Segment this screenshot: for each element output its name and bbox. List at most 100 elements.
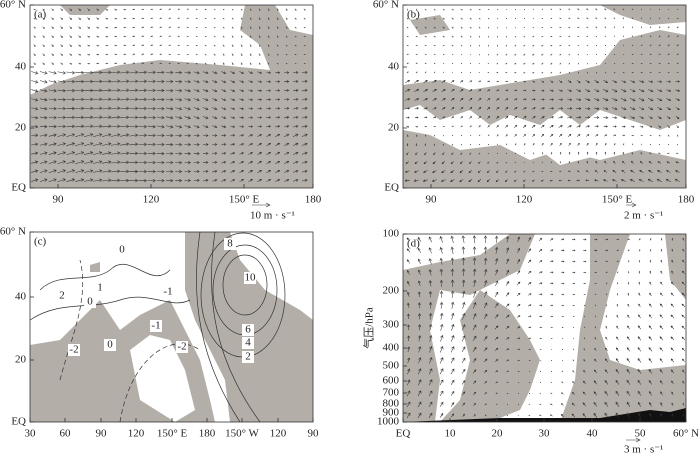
- wind-vector: [42, 26, 45, 29]
- wind-vector: [301, 115, 308, 119]
- wind-vector: [284, 133, 290, 137]
- wind-vector: [222, 35, 225, 38]
- wind-vector: [561, 326, 564, 328]
- wind-vector: [212, 143, 218, 146]
- wind-vector: [487, 134, 490, 137]
- wind-vector: [659, 336, 664, 341]
- wind-vector: [631, 44, 634, 47]
- wind-vector: [184, 151, 191, 156]
- wind-vector: [622, 8, 625, 11]
- wind-vector: [129, 124, 139, 129]
- wind-vector: [523, 170, 526, 173]
- wind-vector: [496, 72, 499, 74]
- wind-vector: [450, 368, 455, 375]
- wind-vector: [604, 369, 609, 374]
- wind-vector: [114, 17, 118, 20]
- wind-vector: [659, 9, 660, 10]
- wind-vector: [523, 62, 526, 65]
- wind-vector: [648, 80, 654, 83]
- wind-vector: [156, 178, 165, 183]
- wind-vector: [275, 133, 281, 137]
- wind-vector: [248, 107, 254, 110]
- wind-vector: [621, 169, 626, 173]
- wind-vector: [505, 236, 510, 243]
- wind-vector: [523, 143, 526, 146]
- wind-vector: [514, 134, 517, 137]
- wind-vector: [168, 26, 171, 29]
- scale-arrow: [626, 437, 641, 443]
- wind-vector: [505, 124, 508, 128]
- wind-vector: [627, 260, 630, 263]
- wind-vector: [659, 303, 663, 308]
- wind-vector: [559, 26, 562, 29]
- wind-vector: [659, 325, 664, 330]
- wind-vector: [150, 8, 153, 11]
- wind-vector: [496, 80, 500, 83]
- wind-vector: [423, 88, 428, 92]
- wind-vector: [550, 170, 553, 173]
- wind-vector: [630, 160, 634, 164]
- wind-vector: [549, 116, 554, 119]
- wind-vector: [478, 26, 481, 29]
- wind-vector: [406, 125, 410, 128]
- wind-vector: [539, 326, 543, 329]
- wind-vector: [626, 369, 631, 374]
- wind-vector: [433, 53, 436, 56]
- wind-vector: [418, 335, 422, 342]
- wind-vector: [292, 88, 299, 92]
- wind-vector: [667, 53, 670, 56]
- wind-vector: [105, 35, 109, 38]
- wind-vector: [522, 107, 527, 110]
- wind-vector: [472, 324, 477, 331]
- wind-vector: [659, 144, 660, 145]
- wind-vector: [231, 53, 234, 56]
- wind-vector: [568, 142, 571, 146]
- wind-vector: [483, 246, 488, 255]
- wind-vector: [469, 17, 472, 20]
- wind-vector: [605, 315, 608, 318]
- wind-vector: [658, 26, 661, 29]
- wind-vector: [484, 279, 488, 287]
- wind-vector: [515, 18, 516, 19]
- wind-vector: [638, 238, 641, 241]
- wind-vector: [671, 391, 674, 396]
- wind-vector: [572, 271, 576, 274]
- wind-vector: [202, 107, 209, 111]
- wind-vector: [631, 8, 634, 11]
- wind-vector: [221, 143, 227, 146]
- wind-vector: [284, 71, 290, 74]
- wind-vector: [486, 179, 491, 183]
- wind-vector: [505, 35, 507, 38]
- wind-vector: [671, 402, 674, 407]
- wind-vector: [506, 348, 510, 351]
- wind-vector: [528, 359, 531, 362]
- wind-vector: [660, 248, 663, 252]
- wind-vector: [506, 18, 507, 19]
- wind-vector: [175, 97, 183, 102]
- wind-vector: [406, 412, 411, 419]
- wind-vector: [213, 53, 216, 56]
- wind-vector: [459, 170, 464, 174]
- wind-vector: [451, 26, 454, 29]
- wind-vector: [616, 249, 619, 252]
- contour-label: 2: [245, 351, 251, 363]
- wind-vector: [638, 89, 645, 93]
- wind-vector: [576, 134, 581, 137]
- wind-vector: [417, 379, 422, 386]
- wind-vector: [486, 170, 490, 173]
- wind-vector: [666, 98, 672, 102]
- wind-vector: [549, 89, 554, 92]
- wind-vector: [516, 304, 521, 307]
- wind-vector: [294, 35, 297, 38]
- wind-vector: [656, 178, 662, 182]
- wind-vector: [407, 280, 410, 286]
- unshaded: [275, 5, 313, 35]
- wind-vector: [487, 80, 491, 83]
- wind-vector: [670, 336, 675, 341]
- wind-vector: [638, 98, 645, 102]
- wind-vector: [560, 238, 565, 241]
- wind-vector: [602, 98, 609, 102]
- wind-vector: [266, 142, 272, 146]
- scale-label: 3 m · s⁻¹: [624, 444, 663, 456]
- wind-vector: [582, 413, 587, 418]
